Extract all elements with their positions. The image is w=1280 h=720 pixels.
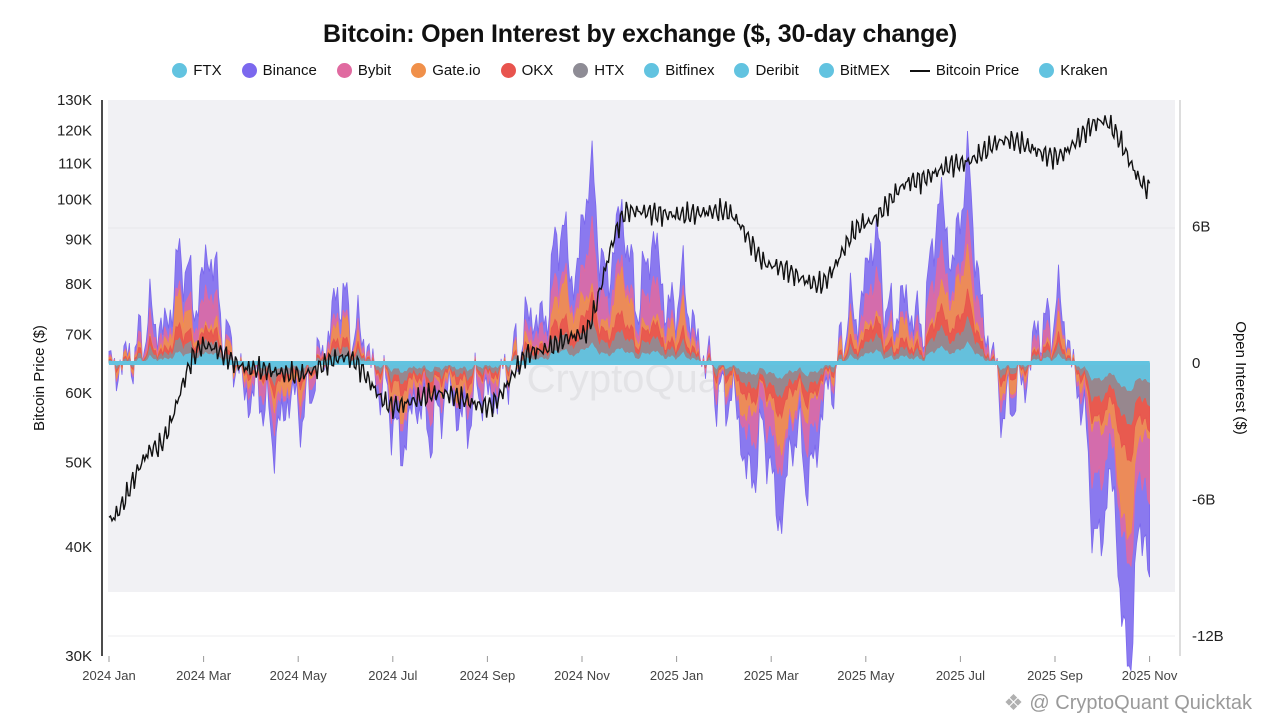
legend-item-htx[interactable]: HTX <box>573 62 624 79</box>
x-tick-label: 2024 Mar <box>176 668 232 683</box>
left-tick-label: 40K <box>65 539 92 556</box>
left-tick-label: 50K <box>65 454 92 471</box>
legend-swatch <box>909 69 930 72</box>
chart-legend: FTX Binance Bybit Gate.io OKX HTX Bitfinex Deri… <box>0 62 1280 79</box>
legend-swatch <box>336 63 352 78</box>
x-tick-label: 2024 Nov <box>554 668 610 683</box>
gateio-area <box>108 243 1150 541</box>
others-area <box>108 341 1150 392</box>
left-tick-label: 110K <box>58 155 92 172</box>
x-tick-label: 2024 Jul <box>368 668 417 683</box>
legend-swatch <box>734 63 750 78</box>
binance-square-icon: ❖ <box>1003 690 1024 715</box>
left-tick-label: 120K <box>57 122 92 139</box>
chart-title: Bitcoin: Open Interest by exchange ($, 3… <box>322 20 957 48</box>
x-tick-label: 2024 May <box>270 668 328 683</box>
legend-swatch <box>1039 63 1055 78</box>
left-tick-label: 60K <box>65 385 92 402</box>
legend-label: FTX <box>193 62 222 79</box>
legend-label: Binance <box>262 62 317 79</box>
left-tick-label: 80K <box>65 276 92 293</box>
footer-text: @ CryptoQuant Quicktak <box>1029 691 1252 714</box>
right-tick-label: -6B <box>1192 492 1215 509</box>
legend-item-okx[interactable]: OKX <box>500 62 554 79</box>
x-tick-label: 2025 Jan <box>650 668 704 683</box>
legend-item-bitcoin-price[interactable]: Bitcoin Price <box>909 62 1020 79</box>
x-tick-label: 2025 Sep <box>1027 668 1083 683</box>
legend-swatch <box>241 63 257 78</box>
right-tick-label: 6B <box>1192 219 1210 236</box>
legend-swatch <box>573 63 589 78</box>
x-tick-label: 2025 May <box>837 668 895 683</box>
left-tick-label: 70K <box>65 327 92 344</box>
legend-label: Deribit <box>755 62 799 79</box>
binance-area <box>108 130 1150 671</box>
footer-watermark: ❖ @ CryptoQuant Quicktak <box>1004 690 1252 716</box>
right-tick-label: 0 <box>1192 355 1200 372</box>
right-axis-title: Open Interest ($) <box>1232 321 1249 434</box>
okx-area <box>108 288 1150 463</box>
bitcoin-price-line <box>108 114 1151 523</box>
left-tick-label: 100K <box>57 191 92 208</box>
legend-item-ftx[interactable]: FTX <box>172 62 222 79</box>
legend-item-gate-io[interactable]: Gate.io <box>411 62 481 79</box>
legend-swatch <box>500 63 516 78</box>
legend-swatch <box>411 63 427 78</box>
legend-label: Bybit <box>357 62 392 79</box>
legend-label: HTX <box>594 62 625 79</box>
legend-item-bitmex[interactable]: BitMEX <box>818 62 890 79</box>
legend-item-bybit[interactable]: Bybit <box>336 62 392 79</box>
legend-swatch <box>644 63 660 78</box>
legend-swatch <box>172 63 188 78</box>
left-axis-title: Bitcoin Price ($) <box>31 325 48 431</box>
legend-item-binance[interactable]: Binance <box>241 62 317 79</box>
legend-item-deribit[interactable]: Deribit <box>734 62 799 79</box>
left-tick-label: 90K <box>65 231 92 248</box>
x-tick-label: 2025 Jul <box>936 668 985 683</box>
legend-item-bitfinex[interactable]: Bitfinex <box>644 62 714 79</box>
legend-label: BitMEX <box>839 62 890 79</box>
legend-label: OKX <box>521 62 554 79</box>
x-tick-label: 2024 Jan <box>82 668 136 683</box>
legend-swatch <box>818 63 834 78</box>
left-tick-label: 130K <box>57 92 92 109</box>
x-tick-label: 2024 Sep <box>460 668 516 683</box>
right-tick-label: -12B <box>1192 628 1224 645</box>
x-tick-label: 2025 Nov <box>1122 668 1178 683</box>
x-tick-label: 2025 Mar <box>744 668 800 683</box>
legend-label: Bitfinex <box>665 62 715 79</box>
legend-item-kraken[interactable]: Kraken <box>1039 62 1108 79</box>
left-tick-label: 30K <box>65 648 92 665</box>
bybit-area <box>108 209 1150 568</box>
oi-baseline-band <box>109 361 1150 365</box>
legend-label: Kraken <box>1060 62 1108 79</box>
legend-label: Gate.io <box>432 62 481 79</box>
legend-label: Bitcoin Price <box>935 62 1020 79</box>
